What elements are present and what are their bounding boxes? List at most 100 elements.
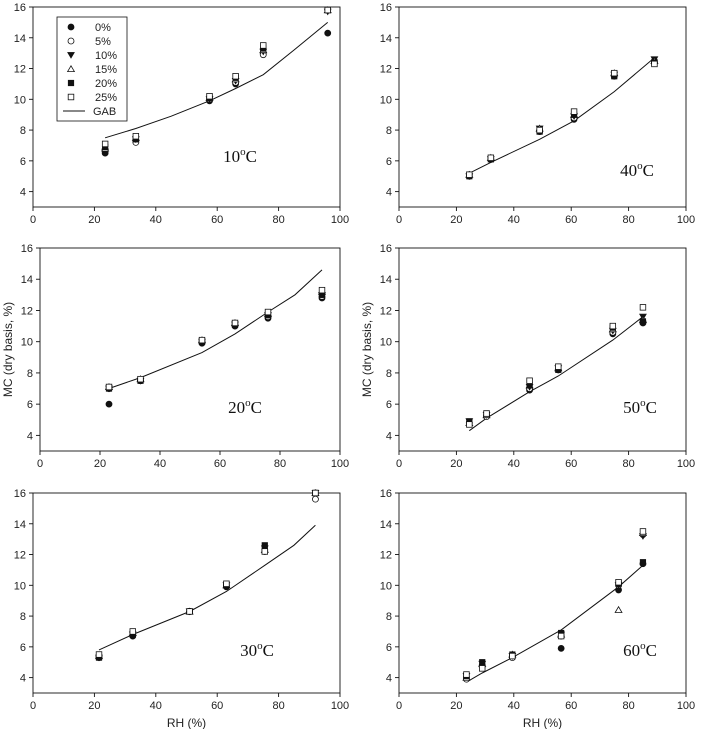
gab-model-line <box>108 269 323 389</box>
gab-model-line <box>469 57 655 174</box>
data-point-25pct <box>609 322 617 330</box>
x-tick-label: 40 <box>154 458 166 470</box>
data-point-0pct <box>557 644 565 652</box>
gab-model-line <box>466 564 644 683</box>
legend-marker <box>67 79 75 87</box>
temperature-label: 60oC <box>623 640 657 660</box>
y-tick-label: 14 <box>380 519 392 531</box>
panel-10c: 0 20 40 60 80 100 4 6 8 10 12 14 16 10oC <box>14 2 349 226</box>
plot-frame <box>398 247 687 452</box>
panel-60c: 0 20 40 60 80 100 4 6 8 10 12 14 16 RH (%) 60oC <box>380 488 695 729</box>
x-tick-label: 20 <box>450 214 462 226</box>
y-axis-label: MC (dry basis, %) <box>360 302 374 397</box>
data-point-25pct <box>466 171 473 178</box>
plot-frame <box>32 6 341 208</box>
x-tick-label: 100 <box>677 700 695 712</box>
data-point-25pct <box>509 652 516 660</box>
data-point-25pct <box>231 319 239 327</box>
data-point-25pct <box>101 140 109 148</box>
x-tick-label: 20 <box>450 458 462 470</box>
data-point-25pct <box>479 665 486 672</box>
data-point-0pct <box>105 400 113 408</box>
data-point-5pct <box>312 495 319 503</box>
legend-marker <box>67 37 75 45</box>
panel-40c: 0 20 40 60 80 100 4 6 8 10 12 14 16 40oC <box>380 2 695 226</box>
y-tick-label: 4 <box>20 187 26 199</box>
plot-frame <box>32 492 341 694</box>
data-point-20pct <box>639 559 647 566</box>
x-tick-label: 100 <box>677 458 695 470</box>
x-tick-label: 20 <box>88 700 100 712</box>
x-tick-label: 40 <box>150 700 162 712</box>
y-tick-label: 10 <box>380 337 392 349</box>
plot-frame <box>39 247 341 452</box>
x-tick-label: 0 <box>37 458 43 470</box>
y-tick-label: 16 <box>380 243 392 255</box>
y-tick-label: 10 <box>14 94 26 106</box>
legend-label: 20% <box>95 78 117 90</box>
y-tick-label: 16 <box>14 488 26 500</box>
x-tick-label: 100 <box>331 458 349 470</box>
y-tick-label: 6 <box>20 156 26 168</box>
y-tick-label: 8 <box>27 368 33 380</box>
data-point-25pct <box>611 69 618 77</box>
data-point-25pct <box>105 383 113 391</box>
x-tick-label: 100 <box>331 700 349 712</box>
data-point-15pct <box>614 605 623 613</box>
y-tick-label: 10 <box>380 580 392 592</box>
data-point-25pct <box>615 579 622 586</box>
y-tick-label: 4 <box>27 430 33 442</box>
x-tick-label: 40 <box>150 214 162 226</box>
data-point-25pct <box>555 363 562 370</box>
x-tick-label: 20 <box>88 214 100 226</box>
x-tick-label: 0 <box>396 700 402 712</box>
x-tick-label: 80 <box>274 458 286 470</box>
plot-frame <box>398 492 687 694</box>
x-axis-label: RH (%) <box>523 716 562 729</box>
legend-label: 15% <box>95 64 117 76</box>
x-tick-label: 100 <box>331 214 349 226</box>
y-tick-label: 6 <box>27 399 33 411</box>
y-tick-label: 12 <box>380 550 392 562</box>
legend-marker <box>67 52 75 59</box>
x-tick-label: 100 <box>677 214 695 226</box>
y-tick-label: 12 <box>14 64 26 76</box>
data-point-0pct <box>324 29 332 37</box>
y-tick-label: 12 <box>21 305 33 317</box>
y-tick-label: 8 <box>386 125 392 137</box>
y-tick-label: 10 <box>21 337 33 349</box>
x-tick-label: 80 <box>272 214 284 226</box>
y-tick-label: 4 <box>386 673 392 685</box>
data-point-25pct <box>639 528 647 535</box>
plot-frame <box>398 6 687 208</box>
legend-marker <box>67 23 75 31</box>
data-point-25pct <box>95 651 103 658</box>
x-tick-label: 40 <box>508 214 520 226</box>
legend-marker <box>67 93 75 101</box>
x-tick-label: 0 <box>396 214 402 226</box>
gab-model-line <box>469 316 644 432</box>
data-point-25pct <box>132 133 140 140</box>
y-tick-label: 14 <box>14 519 26 531</box>
y-tick-label: 6 <box>386 642 392 654</box>
x-tick-label: 60 <box>214 458 226 470</box>
x-tick-label: 0 <box>396 458 402 470</box>
x-tick-label: 60 <box>211 700 223 712</box>
data-point-25pct <box>137 375 144 383</box>
x-tick-label: 20 <box>94 458 106 470</box>
gab-model-line <box>104 22 329 139</box>
data-point-25pct <box>206 93 213 100</box>
data-point-25pct <box>651 60 658 68</box>
data-point-25pct <box>318 286 326 294</box>
data-point-25pct <box>232 73 239 80</box>
data-point-25pct <box>483 410 490 417</box>
x-tick-label: 0 <box>30 700 36 712</box>
data-point-25pct <box>536 126 543 134</box>
data-point-25pct <box>260 42 267 49</box>
y-tick-label: 12 <box>14 550 26 562</box>
y-tick-label: 16 <box>380 488 392 500</box>
temperature-label: 10oC <box>223 146 257 166</box>
data-point-25pct <box>324 6 331 14</box>
legend-label: 25% <box>95 92 117 104</box>
